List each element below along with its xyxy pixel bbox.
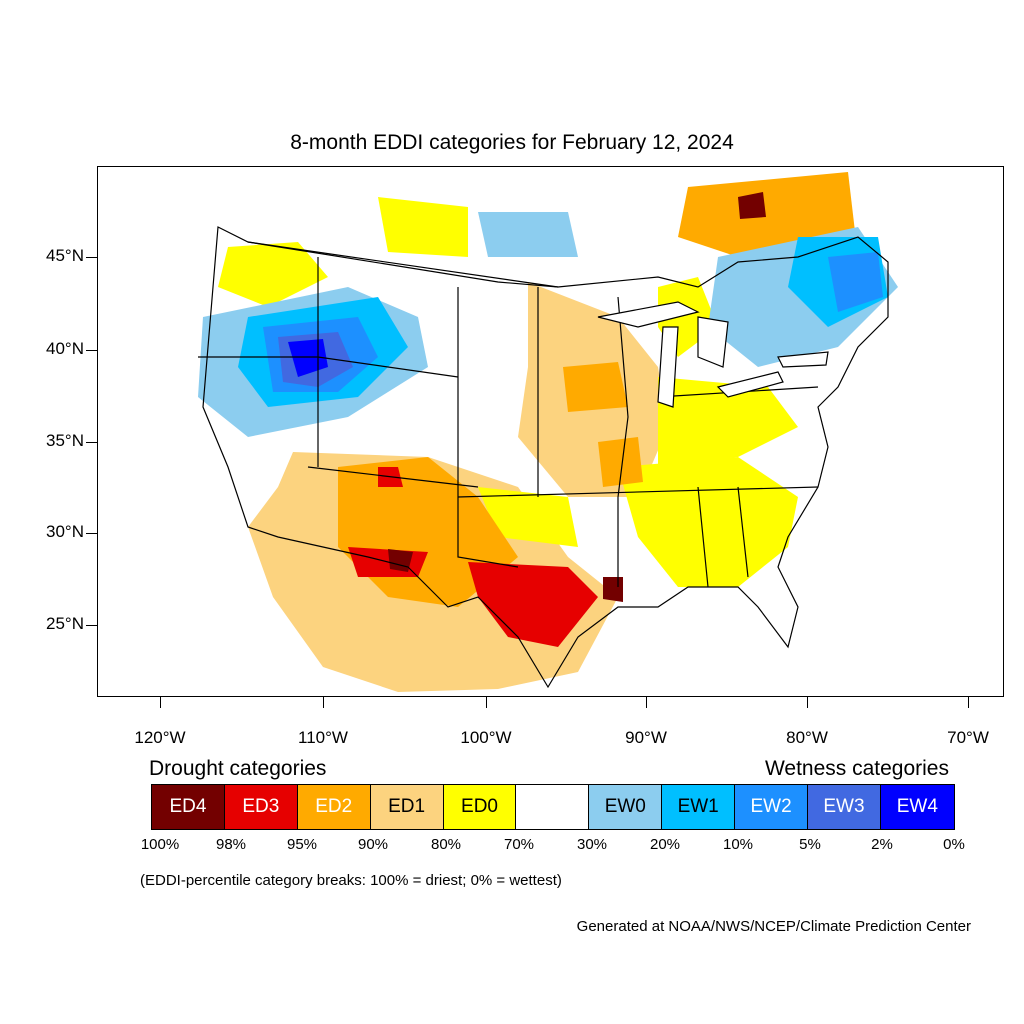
lat-tick-25n bbox=[86, 625, 97, 626]
lon-label-80w: 80°W bbox=[786, 728, 828, 747]
drought-heading: Drought categories bbox=[149, 757, 327, 780]
category-note: (EDDI-percentile category breaks: 100% =… bbox=[140, 872, 562, 889]
lon-tick-110w bbox=[323, 697, 324, 708]
break-100: 100% bbox=[140, 836, 180, 853]
map-canvas bbox=[198, 172, 898, 692]
legend-cell-ed3: ED3 bbox=[224, 785, 298, 829]
lon-label-70w: 70°W bbox=[947, 728, 989, 747]
region-ed2-great-lakes bbox=[678, 172, 858, 257]
lat-label-40n: 40°N bbox=[46, 339, 84, 358]
legend-cell-ed0: ED0 bbox=[443, 785, 517, 829]
break-20: 20% bbox=[649, 836, 681, 853]
lon-tick-90w bbox=[646, 697, 647, 708]
lat-tick-40n bbox=[86, 350, 97, 351]
legend-cell-ew3: EW3 bbox=[808, 785, 881, 829]
break-70: 70% bbox=[503, 836, 535, 853]
lat-tick-35n bbox=[86, 442, 97, 443]
lake-huron bbox=[697, 316, 729, 368]
break-80: 80% bbox=[430, 836, 462, 853]
legend-cell-ew1: EW1 bbox=[662, 785, 736, 829]
region-ed0-ohio bbox=[658, 377, 798, 467]
border-ut-az bbox=[307, 466, 479, 488]
lake-ontario bbox=[777, 351, 829, 368]
us-outline bbox=[202, 226, 889, 689]
map-title: 8-month EDDI categories for February 12,… bbox=[290, 131, 734, 154]
break-30: 30% bbox=[576, 836, 608, 853]
wetness-heading: Wetness categories bbox=[764, 757, 949, 780]
credit-line: Generated at NOAA/NWS/NCEP/Climate Predi… bbox=[576, 918, 971, 935]
lat-label-35n: 35°N bbox=[46, 431, 84, 450]
region-ed4-michigan bbox=[738, 192, 766, 219]
region-ed4-louisiana bbox=[603, 577, 623, 602]
region-ed2-missouri bbox=[598, 437, 643, 487]
border-southern bbox=[457, 486, 819, 498]
legend-color-bar: ED4 ED3 ED2 ED1 ED0 EW0 EW1 EW2 EW3 EW4 bbox=[151, 784, 955, 830]
legend-cell-ed1: ED1 bbox=[370, 785, 444, 829]
break-2: 2% bbox=[871, 836, 893, 853]
lat-label-45n: 45°N bbox=[46, 246, 84, 265]
lake-michigan bbox=[657, 326, 679, 408]
legend-cell-ed4: ED4 bbox=[152, 785, 225, 829]
border-ms-river bbox=[617, 296, 629, 587]
legend-cell-ed2: ED2 bbox=[297, 785, 371, 829]
border-west bbox=[198, 356, 459, 378]
lat-label-30n: 30°N bbox=[46, 522, 84, 541]
region-ed0-central bbox=[378, 197, 468, 257]
lake-erie bbox=[716, 371, 784, 398]
legend-cell-ew2: EW2 bbox=[735, 785, 809, 829]
region-ed0-pacnw bbox=[218, 242, 328, 307]
break-95: 95% bbox=[286, 836, 318, 853]
lat-tick-45n bbox=[86, 257, 97, 258]
legend-cell-ew4: EW4 bbox=[880, 785, 954, 829]
border-georgia bbox=[737, 486, 749, 578]
lat-tick-30n bbox=[86, 533, 97, 534]
region-ed3-texas bbox=[468, 562, 598, 647]
lon-tick-70w bbox=[968, 697, 969, 708]
break-0: 0% bbox=[943, 836, 965, 853]
lon-tick-80w bbox=[807, 697, 808, 708]
region-ed0-southeast bbox=[618, 457, 798, 587]
lon-label-120w: 120°W bbox=[134, 728, 186, 747]
break-5: 5% bbox=[799, 836, 821, 853]
lat-label-25n: 25°N bbox=[46, 614, 84, 633]
lon-tick-100w bbox=[486, 697, 487, 708]
eddi-map bbox=[97, 166, 1004, 697]
border-southeast bbox=[697, 486, 709, 588]
region-ew0-north-central bbox=[478, 212, 578, 257]
border-texas bbox=[457, 497, 519, 568]
legend-cell-neutral bbox=[516, 785, 590, 829]
break-90: 90% bbox=[357, 836, 389, 853]
legend-cell-ew0: EW0 bbox=[589, 785, 663, 829]
lon-tick-120w bbox=[160, 697, 161, 708]
lon-label-90w: 90°W bbox=[625, 728, 667, 747]
lon-label-110w: 110°W bbox=[298, 728, 348, 747]
region-ed2-iowa bbox=[563, 362, 628, 412]
region-ew2-northeast bbox=[828, 252, 883, 312]
great-lakes bbox=[597, 301, 829, 408]
region-ed0-texas bbox=[478, 487, 578, 547]
lon-label-100w: 100°W bbox=[460, 728, 512, 747]
break-10: 10% bbox=[722, 836, 754, 853]
break-98: 98% bbox=[215, 836, 247, 853]
border-49th bbox=[247, 241, 559, 288]
state-borders bbox=[198, 226, 889, 689]
lake-superior bbox=[597, 301, 700, 328]
category-regions bbox=[198, 172, 898, 692]
